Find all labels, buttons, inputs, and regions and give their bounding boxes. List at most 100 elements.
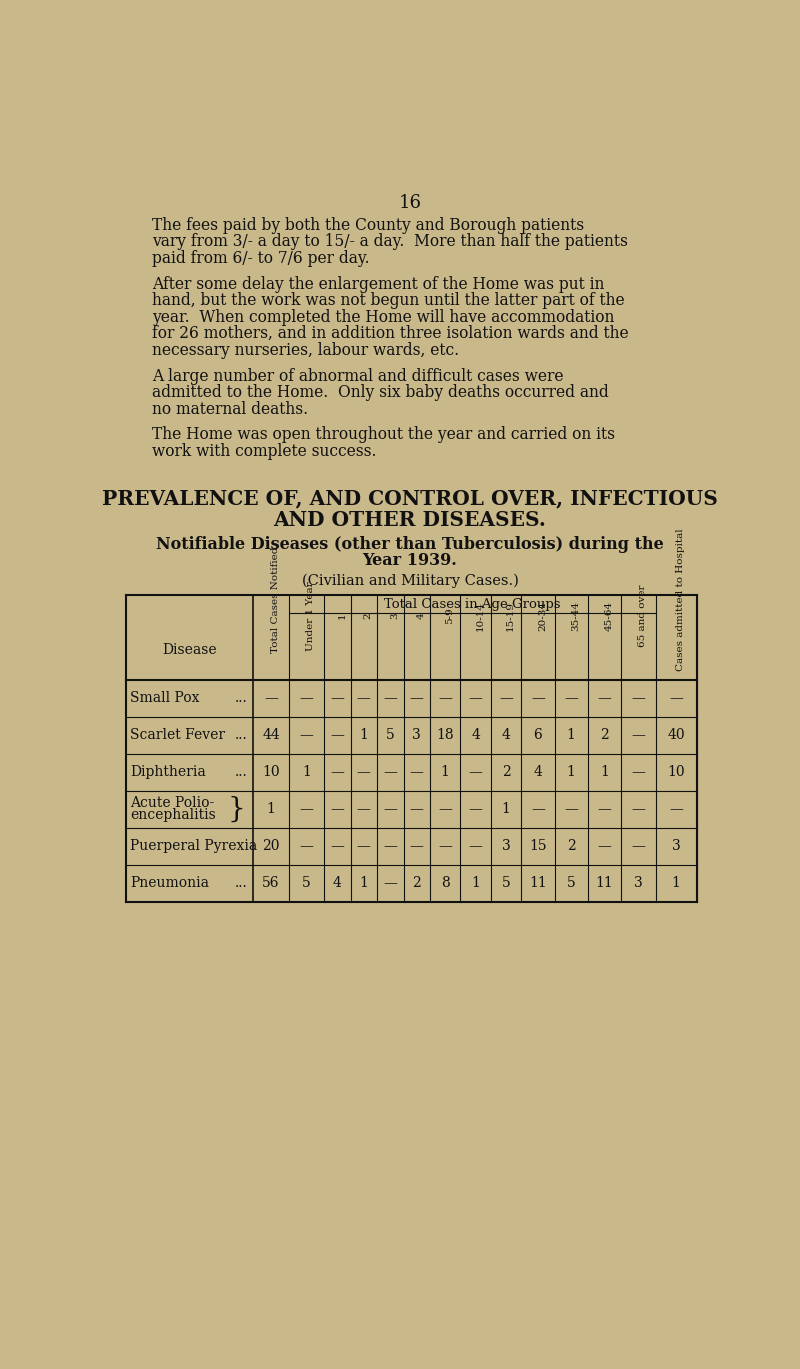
Text: —: — [357, 691, 370, 705]
Text: 1: 1 [502, 802, 510, 816]
Text: —: — [330, 728, 344, 742]
Text: 11: 11 [596, 876, 614, 890]
Text: —: — [410, 691, 424, 705]
Text: Pneumonia: Pneumonia [130, 876, 210, 890]
Text: 1: 1 [302, 765, 311, 779]
Text: 5: 5 [502, 876, 510, 890]
Text: —: — [531, 802, 545, 816]
Text: 1: 1 [566, 765, 576, 779]
Text: —: — [299, 802, 314, 816]
Text: hand, but the work was not begun until the latter part of the: hand, but the work was not begun until t… [152, 292, 625, 309]
Text: 15: 15 [529, 839, 546, 853]
Text: 4: 4 [417, 612, 426, 619]
Text: A large number of abnormal and difficult cases were: A large number of abnormal and difficult… [152, 367, 563, 385]
Text: —: — [438, 839, 452, 853]
Text: Puerperal Pyrexia: Puerperal Pyrexia [130, 839, 258, 853]
Text: Disease: Disease [162, 643, 217, 657]
Text: —: — [670, 802, 683, 816]
Text: —: — [631, 839, 646, 853]
Text: 4: 4 [502, 728, 510, 742]
Text: 1: 1 [566, 728, 576, 742]
Text: 1: 1 [359, 728, 368, 742]
Text: —: — [631, 765, 646, 779]
Text: —: — [383, 876, 398, 890]
Text: —: — [264, 691, 278, 705]
Text: admitted to the Home.  Only six baby deaths occurred and: admitted to the Home. Only six baby deat… [152, 385, 609, 401]
Text: —: — [330, 802, 344, 816]
Text: Notifiable Diseases (other than Tuberculosis) during the: Notifiable Diseases (other than Tubercul… [156, 535, 664, 553]
Text: —: — [410, 765, 424, 779]
Text: 8: 8 [441, 876, 450, 890]
Text: —: — [383, 765, 398, 779]
Text: —: — [330, 765, 344, 779]
Text: 5: 5 [567, 876, 575, 890]
Text: —: — [330, 839, 344, 853]
Text: —: — [299, 691, 314, 705]
Text: —: — [299, 839, 314, 853]
Text: —: — [299, 728, 314, 742]
Text: encephalitis: encephalitis [130, 808, 216, 823]
Text: for 26 mothers, and in addition three isolation wards and the: for 26 mothers, and in addition three is… [152, 326, 629, 342]
Text: 15-19: 15-19 [506, 601, 515, 631]
Text: 1: 1 [672, 876, 681, 890]
Text: 4: 4 [333, 876, 342, 890]
Text: 11: 11 [529, 876, 546, 890]
Text: —: — [469, 691, 482, 705]
Text: —: — [469, 802, 482, 816]
Text: —: — [469, 839, 482, 853]
Text: 20-34: 20-34 [538, 601, 547, 631]
Text: —: — [598, 691, 611, 705]
Text: 2: 2 [412, 876, 421, 890]
Text: PREVALENCE OF, AND CONTROL OVER, INFECTIOUS: PREVALENCE OF, AND CONTROL OVER, INFECTI… [102, 489, 718, 509]
Text: —: — [670, 691, 683, 705]
Text: 1: 1 [600, 765, 609, 779]
Text: The fees paid by both the County and Borough patients: The fees paid by both the County and Bor… [152, 216, 584, 234]
Text: 3: 3 [412, 728, 421, 742]
Text: —: — [564, 802, 578, 816]
Text: —: — [469, 765, 482, 779]
Text: —: — [598, 802, 611, 816]
Text: 1: 1 [441, 765, 450, 779]
Text: —: — [410, 802, 424, 816]
Text: ...: ... [234, 876, 247, 890]
Text: 56: 56 [262, 876, 280, 890]
Text: —: — [383, 691, 398, 705]
Text: 45-64: 45-64 [605, 601, 614, 631]
Text: 10-14: 10-14 [475, 601, 485, 631]
Text: —: — [357, 839, 370, 853]
Text: —: — [631, 691, 646, 705]
Text: —: — [631, 802, 646, 816]
Text: }: } [228, 795, 246, 823]
Text: 3: 3 [672, 839, 681, 853]
Text: —: — [383, 839, 398, 853]
Text: —: — [598, 839, 611, 853]
Text: The Home was open throughout the year and carried on its: The Home was open throughout the year an… [152, 427, 615, 444]
Text: 6: 6 [534, 728, 542, 742]
Text: 44: 44 [262, 728, 280, 742]
Text: 3: 3 [634, 876, 642, 890]
Text: 18: 18 [436, 728, 454, 742]
Text: —: — [357, 765, 370, 779]
Text: 3: 3 [390, 612, 399, 619]
Text: 5: 5 [386, 728, 394, 742]
Text: vary from 3/- a day to 15/- a day.  More than half the patients: vary from 3/- a day to 15/- a day. More … [152, 233, 628, 251]
Text: paid from 6/- to 7/6 per day.: paid from 6/- to 7/6 per day. [152, 249, 370, 267]
Text: Cases admitted to Hospital: Cases admitted to Hospital [676, 528, 685, 671]
Text: Acute Polio-: Acute Polio- [130, 795, 214, 810]
Text: AND OTHER DISEASES.: AND OTHER DISEASES. [274, 509, 546, 530]
Text: —: — [564, 691, 578, 705]
Text: (Civilian and Military Cases.): (Civilian and Military Cases.) [302, 574, 518, 587]
Text: 2: 2 [364, 612, 373, 619]
Text: —: — [499, 691, 513, 705]
Text: 20: 20 [262, 839, 280, 853]
Text: 1: 1 [266, 802, 275, 816]
Text: 1: 1 [359, 876, 368, 890]
Text: Total Cases Notified: Total Cases Notified [271, 546, 280, 653]
Text: year.  When completed the Home will have accommodation: year. When completed the Home will have … [152, 308, 614, 326]
Text: —: — [330, 691, 344, 705]
Text: 35-44: 35-44 [571, 601, 580, 631]
Text: Diphtheria: Diphtheria [130, 765, 206, 779]
Text: —: — [410, 839, 424, 853]
Text: no maternal deaths.: no maternal deaths. [152, 401, 308, 418]
Text: Small Pox: Small Pox [130, 691, 200, 705]
